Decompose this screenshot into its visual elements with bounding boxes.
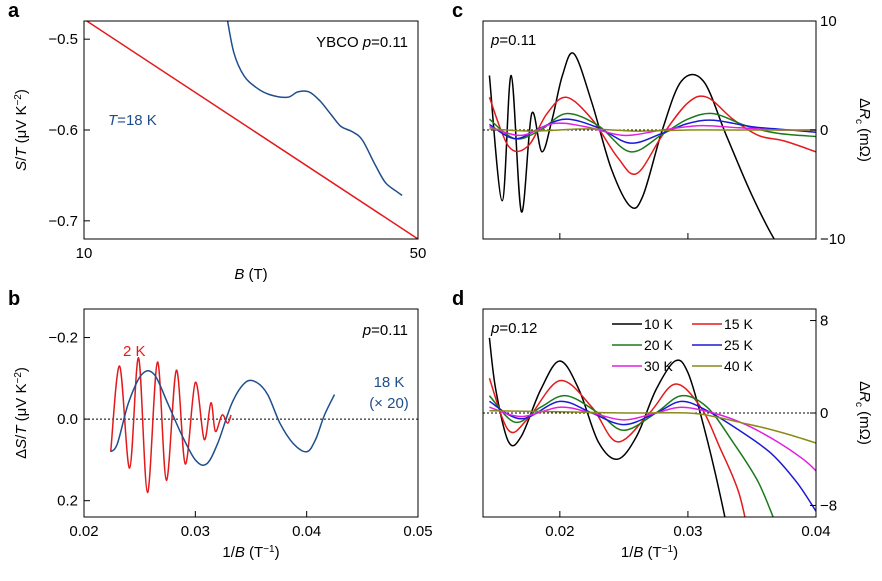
x-axis-label: B (T) <box>234 266 267 283</box>
x-tick-label: 50 <box>410 245 427 262</box>
panel-annotation: YBCO p=0.11 <box>316 34 408 51</box>
x-tick-label: 0.04 <box>801 523 830 540</box>
series-line <box>85 21 418 239</box>
series-line <box>109 357 232 494</box>
series-line <box>488 337 726 517</box>
y-tick-label: −0.5 <box>48 31 78 48</box>
panel-letter: d <box>452 288 464 310</box>
series-label: 18 K <box>374 374 405 391</box>
series-line <box>489 406 816 472</box>
series-line <box>488 52 776 239</box>
axes-frame <box>83 308 419 518</box>
legend-label: 20 K <box>644 337 673 353</box>
panel-letter: c <box>452 0 463 22</box>
series-group <box>488 337 816 517</box>
x-tick-label: 0.03 <box>181 523 210 540</box>
panel-annotation: p=0.11 <box>490 32 536 49</box>
x-tick-label: 10 <box>76 245 93 262</box>
legend-label: 25 K <box>724 337 753 353</box>
y-axis-label: S/T (μV K−2) <box>13 89 30 171</box>
legend-label: 30 K <box>644 358 673 374</box>
series-line <box>226 21 403 197</box>
series-group <box>109 357 336 494</box>
series-line <box>489 128 816 132</box>
y-tick-label: −0.7 <box>48 213 78 230</box>
panel-letter: b <box>8 288 20 310</box>
series-line <box>489 409 816 444</box>
x-axis-label: 1/B (T−1) <box>222 544 279 561</box>
series-label: 2 K <box>123 343 146 360</box>
x-tick-label: 0.04 <box>292 523 321 540</box>
y-axis-label: ΔRc (mΩ) <box>853 381 873 445</box>
series-line <box>488 95 816 176</box>
legend-label: 15 K <box>724 316 753 332</box>
y-tick-label: −0.2 <box>48 330 78 347</box>
series-group <box>85 21 418 239</box>
y-axis-label: ΔRc (mΩ) <box>853 98 873 162</box>
legend-label: 10 K <box>644 316 673 332</box>
series-line <box>488 112 816 153</box>
y-tick-label: 10 <box>820 13 837 30</box>
x-tick-label: 0.02 <box>545 523 574 540</box>
series-label: T=18 K <box>108 112 157 129</box>
panel-c: 10 0 −10 ΔRc (mΩ) c p=0.11 <box>452 0 873 248</box>
panel-b: −0.2 0.0 0.2 0.02 0.03 0.04 0.05 1/B (T−1) ΔS/T … <box>8 288 433 561</box>
panel-annotation: p=0.11 <box>362 322 408 339</box>
y-tick-label: −0.6 <box>48 122 78 139</box>
panel-annotation: p=0.12 <box>490 320 537 337</box>
y-tick-label: −10 <box>820 231 845 248</box>
x-axis-label: 1/B (T−1) <box>621 544 678 561</box>
x-tick-label: 0.03 <box>673 523 702 540</box>
y-tick-label: 8 <box>820 313 828 330</box>
series-group <box>488 52 816 239</box>
legend: 10 K 15 K 20 K 25 K 30 K 40 K <box>612 316 753 374</box>
series-line <box>489 122 816 137</box>
panel-d: 8 0 −8 0.02 0.03 0.04 1/B (T−1) ΔRc (mΩ) d p=0.12… <box>452 288 873 561</box>
panel-letter: a <box>8 0 20 22</box>
y-tick-label: 0.0 <box>57 411 78 428</box>
series-line <box>488 378 746 517</box>
series-label: (× 20) <box>369 395 409 412</box>
series-line <box>489 400 816 512</box>
y-tick-label: 0 <box>820 122 828 139</box>
y-axis-label: ΔS/T (μV K−2) <box>13 367 30 459</box>
x-tick-label: 0.02 <box>69 523 98 540</box>
y-tick-label: 0.2 <box>57 493 78 510</box>
y-tick-label: 0 <box>820 405 828 422</box>
series-line <box>110 369 336 466</box>
x-tick-label: 0.05 <box>403 523 432 540</box>
legend-label: 40 K <box>724 358 753 374</box>
y-tick-label: −8 <box>820 497 837 514</box>
series-line <box>488 394 774 517</box>
panel-a: −0.5 −0.6 −0.7 10 50 B (T) S/T (μV K−2) a YBCO p… <box>8 0 426 283</box>
